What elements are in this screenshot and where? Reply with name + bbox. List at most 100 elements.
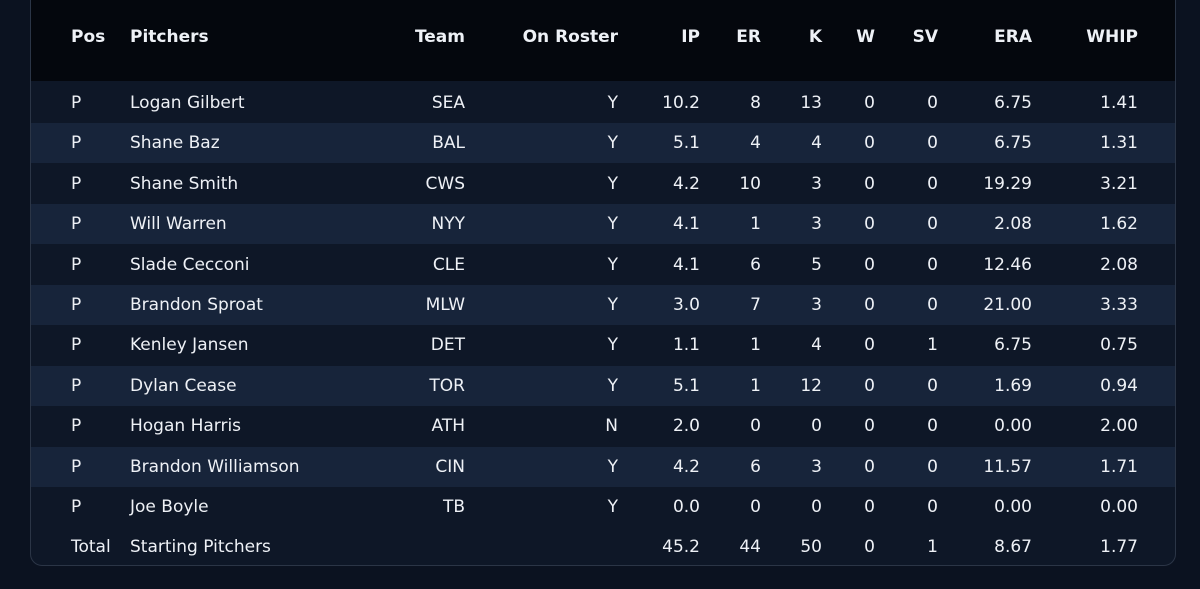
table-cell: 0.0 <box>672 497 700 517</box>
table-cell: 0 <box>927 214 938 235</box>
table-cell: Logan Gilbert <box>130 93 245 113</box>
table-cell: CWS <box>425 173 465 194</box>
table-cell: 3 <box>811 214 822 235</box>
table-cell: Y <box>607 173 618 194</box>
table-cell: 4.2 <box>672 456 700 477</box>
table-cell: Kenley Jansen <box>130 335 249 356</box>
table-cell: 1 <box>927 335 938 356</box>
table-cell: 0.75 <box>1100 335 1138 356</box>
total-cell: 45.2 <box>662 537 700 558</box>
table-cell: 1 <box>750 214 761 235</box>
table-cell: 2.0 <box>672 416 700 437</box>
table-cell: Y <box>607 375 618 396</box>
table-cell: 1.31 <box>1100 133 1138 154</box>
table-cell: 0 <box>927 133 938 154</box>
row-stripe <box>31 365 1175 406</box>
column-header: IP <box>681 27 700 47</box>
row-stripe <box>31 285 1175 325</box>
table-cell: Brandon Williamson <box>130 456 300 477</box>
total-cell: 1 <box>927 537 938 558</box>
table-cell: 0 <box>864 335 875 356</box>
table-cell: 8 <box>750 93 761 113</box>
table-cell: 0 <box>750 416 761 437</box>
table-cell: DET <box>430 335 465 356</box>
table-cell: Y <box>607 335 618 356</box>
column-header: K <box>808 27 822 47</box>
table-cell: 12 <box>800 375 822 396</box>
table-cell: 1 <box>750 375 761 396</box>
column-header: W <box>856 27 875 47</box>
column-header: Pos <box>71 27 106 47</box>
table-cell: ATH <box>431 416 465 437</box>
table-panel: Pos Pitchers Team On Roster IP ER K W SV ERA WHIP P… <box>30 0 1176 566</box>
table-cell: 0.00 <box>994 497 1032 517</box>
total-cell: 44 <box>739 537 761 558</box>
table-cell: 3 <box>811 456 822 477</box>
table-cell: Brandon Sproat <box>130 295 263 315</box>
table-cell: 0 <box>927 456 938 477</box>
table-cell: P <box>71 295 82 315</box>
column-header: Pitchers <box>130 27 209 47</box>
table-cell: 3 <box>811 173 822 194</box>
table-cell: N <box>605 416 618 437</box>
table-cell: 0 <box>864 254 875 275</box>
total-cell: 0 <box>864 537 875 558</box>
table-cell: 6.75 <box>994 93 1032 113</box>
table-cell: 0 <box>927 173 938 194</box>
table-cell: 0 <box>864 93 875 113</box>
table-cell: 2.08 <box>1100 254 1138 275</box>
table-cell: Y <box>607 214 618 235</box>
table-cell: 4.1 <box>672 214 700 235</box>
table-cell: P <box>71 416 82 437</box>
table-cell: 0 <box>864 173 875 194</box>
table-cell: Slade Cecconi <box>130 254 250 275</box>
table-cell: NYY <box>431 214 466 235</box>
table-cell: 0 <box>864 295 875 315</box>
table-cell: Joe Boyle <box>130 497 209 517</box>
table-cell: 4 <box>811 133 822 154</box>
table-cell: 6.75 <box>994 335 1032 356</box>
table-cell: P <box>71 497 82 517</box>
table-cell: 0 <box>811 497 822 517</box>
table-cell: 10 <box>739 173 761 194</box>
table-cell: P <box>71 375 82 396</box>
table-cell: P <box>71 173 82 194</box>
table-cell: 0.00 <box>994 416 1032 437</box>
table-cell: 0 <box>927 295 938 315</box>
table-cell: 0 <box>864 375 875 396</box>
table-cell: 5.1 <box>672 133 700 154</box>
table-cell: Y <box>607 254 618 275</box>
table-cell: P <box>71 133 82 154</box>
table-cell: 1.62 <box>1100 214 1138 235</box>
table-cell: 0 <box>927 416 938 437</box>
total-cell: 50 <box>800 537 822 558</box>
table-cell: CIN <box>435 456 465 477</box>
table-cell: 0 <box>864 497 875 517</box>
column-header: ERA <box>994 27 1032 47</box>
table-cell: Y <box>607 295 618 315</box>
table-cell: 19.29 <box>983 173 1032 194</box>
table-cell: 12.46 <box>983 254 1032 275</box>
table-cell: 13 <box>800 93 822 113</box>
row-stripe <box>31 446 1175 487</box>
table-cell: 4 <box>750 133 761 154</box>
table-cell: SEA <box>431 93 465 113</box>
table-cell: Y <box>607 93 618 113</box>
table-cell: TOR <box>429 375 465 396</box>
table-cell: Y <box>607 133 618 154</box>
table-cell: 1.1 <box>672 335 700 356</box>
table-cell: Will Warren <box>130 214 227 235</box>
total-cell: 8.67 <box>994 537 1032 558</box>
table-cell: MLW <box>425 295 465 315</box>
table-cell: P <box>71 335 82 356</box>
table-cell: 3.21 <box>1100 173 1138 194</box>
table-cell: P <box>71 214 82 235</box>
table-cell: 1.69 <box>994 375 1032 396</box>
table-cell: 4 <box>811 335 822 356</box>
table-cell: BAL <box>432 133 465 154</box>
table-cell: Y <box>607 497 618 517</box>
table-cell: CLE <box>432 254 465 275</box>
table-cell: TB <box>442 497 465 517</box>
total-cell: 1.77 <box>1100 537 1138 558</box>
